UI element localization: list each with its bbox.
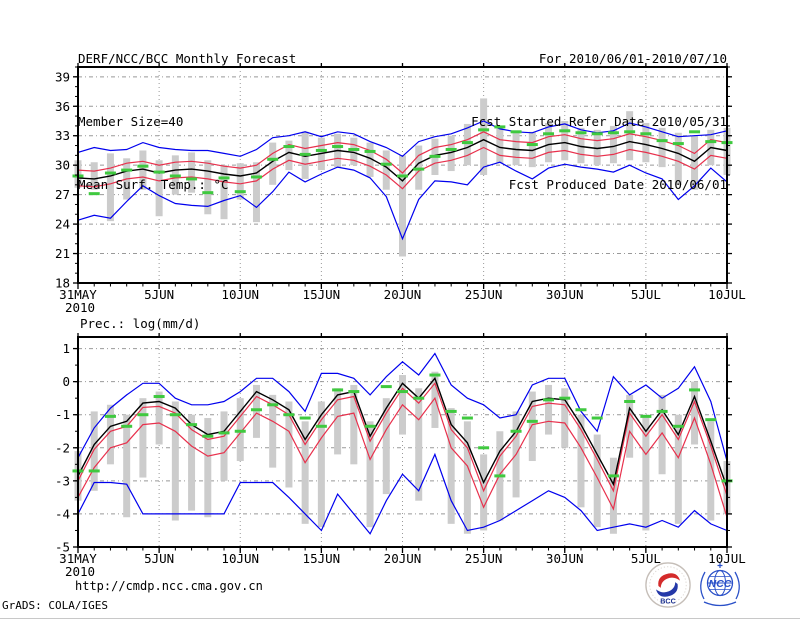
svg-text:31MAY: 31MAY <box>59 551 97 566</box>
header-left: DERF/NCC/BCC Monthly Forecast Member Siz… <box>78 6 296 237</box>
ncc-logo: NCC <box>700 563 740 607</box>
svg-text:2010: 2010 <box>65 564 95 579</box>
ncc-wreath-right <box>734 571 740 600</box>
page-title: DERF/NCC/BCC Monthly Forecast <box>78 51 297 66</box>
svg-text:5JUN: 5JUN <box>144 551 174 566</box>
grads-credit: GrADS: COLA/IGES <box>2 599 108 612</box>
svg-text:31MAY: 31MAY <box>59 287 97 302</box>
svg-text:10JUN: 10JUN <box>221 287 259 302</box>
svg-text:2010: 2010 <box>65 300 95 315</box>
website-url: http://cmdp.ncc.cma.gov.cn <box>75 579 263 593</box>
svg-text:21: 21 <box>55 246 70 261</box>
svg-text:5JUN: 5JUN <box>144 287 174 302</box>
ncc-star <box>717 563 723 568</box>
bcc-ring-text <box>649 566 687 604</box>
svg-text:24: 24 <box>55 217 70 232</box>
bcc-logo-label: BCC <box>660 597 676 606</box>
svg-text:15JUN: 15JUN <box>303 551 341 566</box>
svg-text:18: 18 <box>55 276 70 291</box>
fcst-started-label: Fcst Started Refer Date 2010/05/31 <box>471 114 727 129</box>
forecast-range-label: For 2010/06/01-2010/07/10 <box>538 51 727 66</box>
svg-text:25JUN: 25JUN <box>465 551 503 566</box>
svg-text:20JUN: 20JUN <box>384 551 422 566</box>
ncc-wreath-left <box>700 571 706 600</box>
svg-text:1: 1 <box>62 341 70 356</box>
ncc-logo-label: NCC <box>709 578 732 590</box>
temp-chart-title: Mean Surf. Temp.: °C <box>78 177 229 192</box>
svg-text:30JUN: 30JUN <box>546 287 584 302</box>
svg-text:25JUN: 25JUN <box>465 287 503 302</box>
svg-text:-3: -3 <box>55 473 70 488</box>
header-right: For 2010/06/01-2010/07/10 Fcst Started R… <box>471 6 727 237</box>
svg-text:-1: -1 <box>55 407 70 422</box>
svg-text:0: 0 <box>62 374 70 389</box>
svg-text:39: 39 <box>55 69 70 84</box>
bcc-red-swirl <box>658 573 680 588</box>
svg-text:-2: -2 <box>55 440 70 455</box>
svg-text:15JUN: 15JUN <box>303 287 341 302</box>
svg-text:20JUN: 20JUN <box>384 287 422 302</box>
prec-chart-title: Prec.: log(mm/d) <box>80 316 201 331</box>
svg-text:36: 36 <box>55 99 70 114</box>
bcc-blue-swirl <box>656 582 678 597</box>
svg-text:5JUL: 5JUL <box>631 551 661 566</box>
svg-text:10JUL: 10JUL <box>708 287 746 302</box>
svg-text:5JUL: 5JUL <box>631 287 661 302</box>
svg-text:27: 27 <box>55 187 70 202</box>
svg-text:10JUN: 10JUN <box>221 551 259 566</box>
member-size-label: Member Size=40 <box>78 114 184 129</box>
ncc-banner <box>703 601 737 607</box>
svg-text:-5: -5 <box>55 540 70 555</box>
svg-text:30JUN: 30JUN <box>546 551 584 566</box>
svg-text:-4: -4 <box>55 506 70 521</box>
svg-text:33: 33 <box>55 128 70 143</box>
svg-text:30: 30 <box>55 158 70 173</box>
bcc-logo: BCC <box>645 562 691 608</box>
fcst-produced-label: Fcst Produced Date 2010/06/01 <box>508 177 727 192</box>
svg-text:10JUL: 10JUL <box>708 551 746 566</box>
